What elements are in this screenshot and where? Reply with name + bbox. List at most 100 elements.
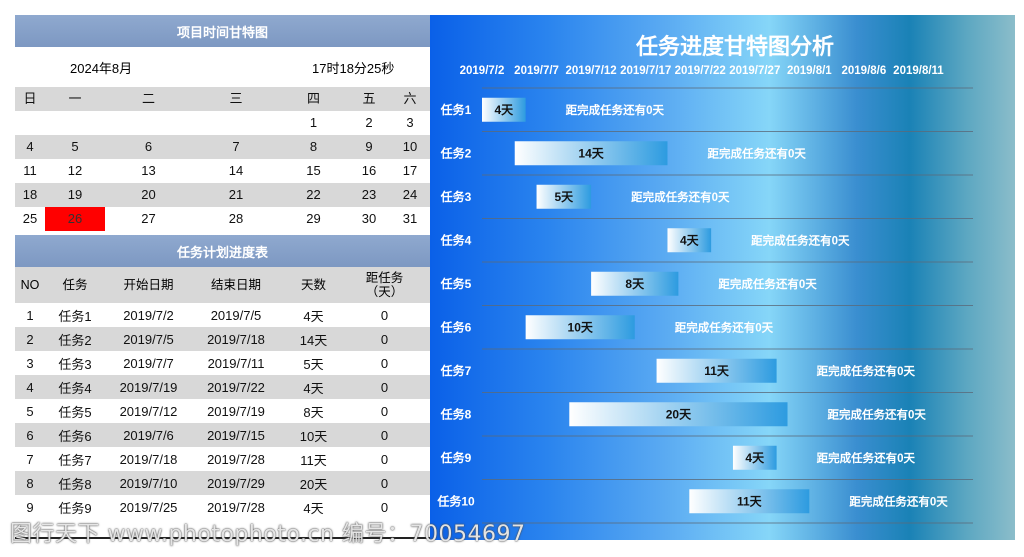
plan-column-header: 任务 [62, 278, 88, 292]
calendar-day-cell[interactable]: 9 [365, 139, 373, 154]
remaining-days-label: 距完成任务还有0天 [751, 233, 850, 247]
remaining-days-label: 距完成任务还有0天 [566, 103, 665, 117]
task-axis-label: 任务9 [440, 450, 472, 465]
calendar-day-cell[interactable]: 20 [141, 187, 156, 202]
plan-table-row: 9 任务9 2019/7/25 2019/7/28 4天 0 [15, 495, 430, 519]
bar-duration-label: 4天 [745, 451, 765, 465]
calendar-day-cell[interactable]: 27 [141, 211, 156, 226]
plan-table-cell: 0 [380, 379, 389, 395]
watermark: 图行天下 www.photophoto.cn 编号：70054697 [10, 522, 526, 547]
bar-duration-label: 4天 [494, 103, 514, 117]
plan-table-cell: 0 [380, 499, 389, 515]
calendar-day-cell[interactable]: 24 [402, 187, 418, 202]
remaining-days-label: 距完成任务还有0天 [817, 364, 916, 378]
gantt-bar [569, 402, 788, 427]
task-axis-label: 任务1 [440, 102, 472, 117]
calendar-day-cell[interactable]: 10 [402, 139, 418, 154]
plan-table-cell: 11天 [300, 452, 327, 468]
calendar-day-cell[interactable] [105, 111, 192, 135]
calendar-day-cell[interactable]: 19 [67, 187, 83, 202]
plan-table-cell: 2019/7/18 [207, 331, 265, 347]
x-tick-label: 2019/7/27 [729, 65, 780, 77]
calendar-day-cell[interactable]: 23 [361, 187, 377, 202]
weekday-label: 一 [68, 91, 82, 106]
calendar-day-cell[interactable]: 5 [71, 139, 79, 154]
calendar-day-cell[interactable]: 1 [309, 115, 318, 130]
plan-table-header: NO 任务 开始日期 结束日期 天数 距任务 （天） [15, 267, 430, 303]
calendar-day-cell[interactable]: 25 [22, 211, 38, 226]
calendar-day-cell[interactable]: 17 [402, 163, 418, 178]
calendar-day-cell[interactable]: 4 [26, 139, 34, 154]
bar-duration-label: 11天 [737, 494, 763, 508]
bar-duration-label: 20天 [666, 407, 692, 421]
plan-table-cell: 任务7 [58, 452, 92, 468]
calendar-day-cell[interactable] [192, 111, 280, 135]
task-axis-label: 任务4 [440, 232, 472, 247]
plan-table-cell: 0 [380, 331, 389, 347]
calendar-day-cell[interactable]: 16 [361, 163, 377, 178]
plan-column-header: 开始日期 [123, 278, 174, 292]
calendar-day-cell[interactable]: 31 [402, 211, 418, 226]
remaining-days-label: 距完成任务还有0天 [849, 494, 948, 508]
plan-column-header: 距任务 （天） [365, 271, 404, 299]
plan-table-cell: 2019/7/11 [207, 355, 265, 371]
calendar-day-cell[interactable]: 3 [406, 115, 414, 130]
calendar-day-cell[interactable]: 21 [228, 187, 244, 202]
calendar-day-cell[interactable]: 18 [22, 187, 38, 202]
calendar-week-row: 1 2 3 [15, 111, 430, 135]
gantt-bar [482, 97, 526, 122]
calendar-day-cell[interactable]: 14 [228, 163, 244, 178]
plan-table-cell: 2019/7/10 [119, 475, 178, 491]
task-axis-label: 任务5 [440, 276, 472, 291]
task-axis-label: 任务6 [440, 319, 472, 334]
weekday-header-row: 日一二三四五六 [15, 87, 430, 111]
calendar-day-cell[interactable]: 28 [228, 211, 244, 226]
plan-table-cell: 4 [26, 379, 34, 395]
plan-table-cell: 4天 [303, 380, 324, 396]
plan-table-cell: 2019/7/19 [119, 379, 178, 395]
calendar-day-cell[interactable]: 13 [141, 163, 156, 178]
calendar-title: 项目时间甘特图 [15, 15, 430, 47]
calendar-week-row: 11 12 13 14 15 16 17 [15, 159, 430, 183]
plan-table-cell: 10天 [299, 428, 328, 444]
calendar-week-row: 25 26 27 28 29 30 31 [15, 207, 430, 231]
weekday-label: 五 [362, 91, 376, 106]
chart-title: 任务进度甘特图分析 [635, 34, 834, 59]
weekday-label: 六 [403, 91, 417, 106]
calendar-day-cell[interactable] [15, 111, 45, 135]
plan-table-cell: 2019/7/28 [207, 451, 265, 467]
plan-table-row: 5 任务5 2019/7/12 2019/7/19 8天 0 [15, 399, 430, 423]
bar-duration-label: 14天 [578, 146, 604, 160]
calendar-today-cell[interactable]: 26 [45, 207, 105, 231]
plan-column-header: NO [20, 278, 40, 292]
gantt-bar [514, 141, 668, 166]
calendar-day-cell[interactable]: 7 [232, 139, 240, 154]
plan-table-cell: 5天 [303, 356, 324, 372]
task-axis-label: 任务8 [440, 406, 472, 421]
calendar-header: 2024年8月 17时18分25秒 [15, 47, 430, 87]
bar-duration-label: 5天 [554, 190, 574, 204]
plan-column-header: 天数 [300, 278, 326, 292]
calendar-day-cell[interactable]: 2 [365, 115, 373, 130]
calendar-day-cell[interactable]: 12 [67, 163, 83, 178]
calendar-day-cell[interactable]: 6 [144, 139, 153, 154]
calendar-week-row: 4 5 6 7 8 9 10 [15, 135, 430, 159]
gantt-bar [536, 184, 592, 209]
plan-table-row: 3 任务3 2019/7/7 2019/7/11 5天 0 [15, 351, 430, 375]
remaining-days-label: 距完成任务还有0天 [675, 320, 774, 334]
calendar-day-cell[interactable] [45, 111, 105, 135]
calendar-day-cell[interactable]: 29 [306, 211, 321, 226]
calendar-day-cell[interactable]: 22 [306, 187, 321, 202]
calendar-day-cell[interactable]: 15 [306, 163, 321, 178]
task-axis-label: 任务3 [440, 189, 472, 204]
calendar-day-cell[interactable]: 8 [309, 139, 318, 154]
x-tick-label: 2019/8/6 [842, 65, 887, 77]
bar-duration-label: 8天 [625, 277, 645, 291]
calendar-day-cell[interactable]: 11 [23, 163, 37, 178]
calendar-day-cell[interactable]: 30 [361, 211, 377, 226]
plan-table-cell: 8 [26, 475, 34, 491]
plan-table-cell: 0 [380, 355, 389, 371]
x-tick-label: 2019/8/1 [787, 65, 832, 77]
